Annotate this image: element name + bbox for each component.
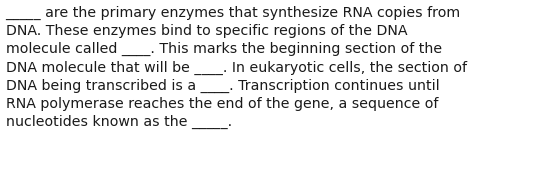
Text: _____ are the primary enzymes that synthesize RNA copies from
DNA. These enzymes: _____ are the primary enzymes that synth… [6, 6, 466, 129]
